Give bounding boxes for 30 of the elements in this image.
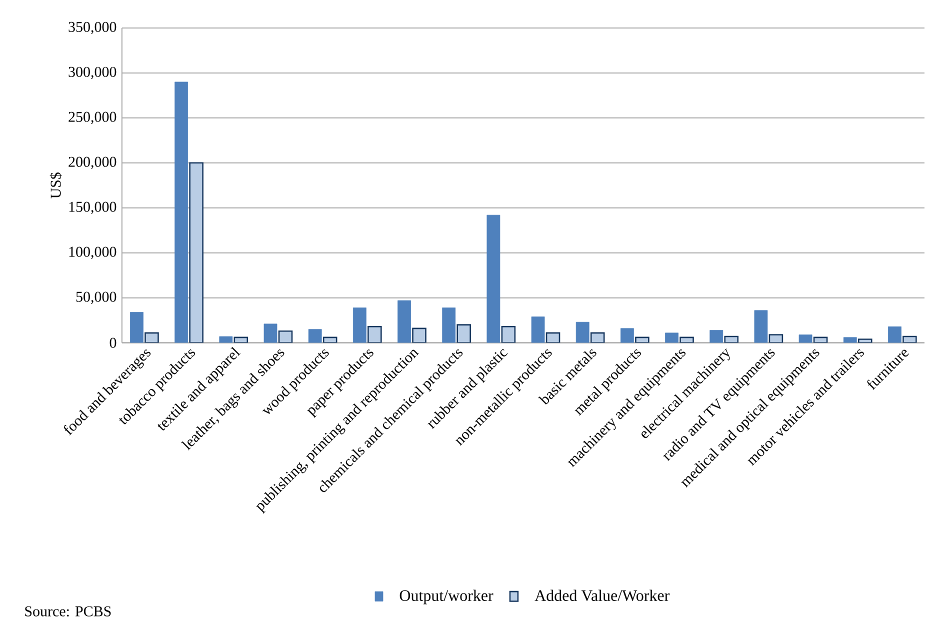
bar: [442, 308, 456, 343]
bar: [264, 324, 278, 343]
y-tick-label: 150,000: [69, 202, 116, 214]
y-tick-label: 200,000: [68, 156, 116, 170]
bar: [308, 329, 322, 343]
source-note: Source: PCBS: [25, 606, 111, 617]
bar: [798, 334, 812, 343]
bar: [888, 326, 902, 343]
y-tick-label: 300,000: [68, 66, 116, 80]
y-tick-label: 100,000: [69, 246, 116, 260]
y-tick-label: 250,000: [68, 112, 116, 124]
y-axis-title: US$: [50, 172, 62, 199]
bar: [665, 332, 678, 343]
bar: [486, 215, 500, 343]
bar: [620, 328, 634, 343]
bar: [130, 312, 144, 343]
bar: [843, 337, 857, 343]
legend-label: Output/worker: [400, 590, 494, 604]
y-tick-label: 0: [110, 338, 116, 348]
bar: [531, 316, 545, 343]
y-tick-label: 350,000: [68, 22, 116, 34]
bar: [710, 330, 724, 343]
bar: [352, 308, 366, 343]
bar: [174, 82, 188, 343]
legend-label: Added Value/Worker: [534, 590, 670, 602]
bar: [576, 322, 590, 343]
y-tick-label: 50,000: [76, 292, 116, 304]
bar: [219, 336, 233, 343]
bar: [398, 300, 411, 343]
bar: [754, 310, 768, 343]
